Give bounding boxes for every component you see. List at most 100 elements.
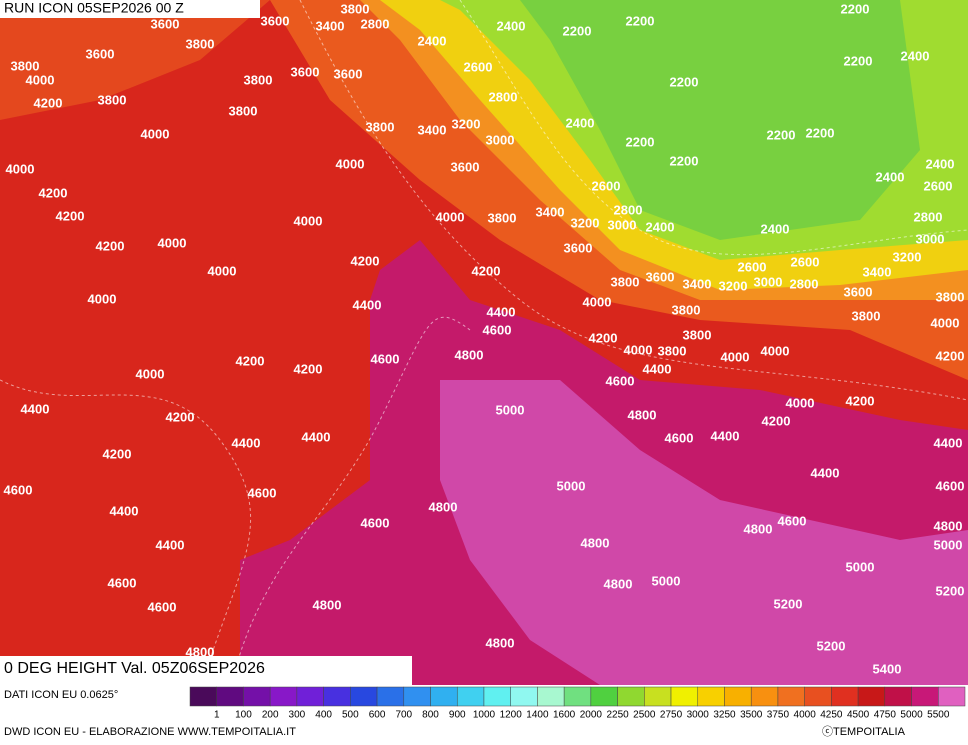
contour-label: 4200 <box>103 446 132 461</box>
legend-tick-label: 200 <box>262 710 279 721</box>
contour-label: 2200 <box>670 153 699 168</box>
contour-label: 3600 <box>564 240 593 255</box>
contour-label: 4600 <box>4 482 33 497</box>
contour-label: 4400 <box>353 297 382 312</box>
contour-label: 4600 <box>361 515 390 530</box>
contour-label: 3800 <box>98 92 127 107</box>
contour-label: 2400 <box>926 156 955 171</box>
color-swatch <box>216 686 244 707</box>
color-swatch <box>243 686 271 707</box>
legend-tick-label: 2250 <box>606 710 629 721</box>
contour-label: 4200 <box>56 208 85 223</box>
contour-label: 4600 <box>606 373 635 388</box>
contour-label: 3800 <box>936 289 965 304</box>
contour-label: 5200 <box>817 638 846 653</box>
contour-label: 4400 <box>156 537 185 552</box>
field-band <box>520 0 920 240</box>
contour-label: 4200 <box>351 253 380 268</box>
legend-tick-label: 700 <box>395 710 412 721</box>
contour-label: 2200 <box>844 53 873 68</box>
contour-label: 2200 <box>841 1 870 16</box>
legend-tick-label: 100 <box>235 710 252 721</box>
contour-label: 2600 <box>464 59 493 74</box>
legend-tick-label: 500 <box>342 710 359 721</box>
contour-label: 3000 <box>916 231 945 246</box>
legend-tick-label: 1200 <box>500 710 523 721</box>
contour-label: 3600 <box>151 16 180 31</box>
color-swatch <box>350 686 378 707</box>
color-swatch <box>323 686 351 707</box>
contour-lines <box>299 0 968 401</box>
contour-label: 4800 <box>934 518 963 533</box>
legend-tick-label: 3000 <box>687 710 710 721</box>
legend-tick-label: 300 <box>289 710 306 721</box>
contour-label: 4000 <box>88 291 117 306</box>
legend-tick-label: 2000 <box>580 710 603 721</box>
contour-label: 2800 <box>614 202 643 217</box>
contour-label: 3800 <box>244 72 273 87</box>
color-swatch <box>804 686 832 707</box>
contour-label: 4200 <box>166 409 195 424</box>
contour-label: 4200 <box>846 393 875 408</box>
contour-label: 4400 <box>934 435 963 450</box>
contour-label: 4600 <box>936 478 965 493</box>
contour-label: 5000 <box>652 573 681 588</box>
contour-label: 4000 <box>436 209 465 224</box>
contour-label: 2400 <box>901 48 930 63</box>
contour-label: 3600 <box>451 159 480 174</box>
contour-label: 4000 <box>136 366 165 381</box>
contour-label: 3600 <box>334 66 363 81</box>
contour-label: 4000 <box>336 156 365 171</box>
contour-label: 4400 <box>643 361 672 376</box>
contour-label: 4400 <box>21 401 50 416</box>
legend-tick-label: 2500 <box>633 710 656 721</box>
field-band <box>440 380 968 685</box>
contour-label: 2400 <box>566 115 595 130</box>
contour-label: 4400 <box>487 304 516 319</box>
legend-tick-label: 400 <box>315 710 332 721</box>
run-label: RUN ICON 05SEP2026 00 Z <box>4 0 184 16</box>
contour-label: 2400 <box>418 33 447 48</box>
legend-tick-label: 4500 <box>847 710 870 721</box>
contour-label: 4800 <box>313 597 342 612</box>
legend-tick-label: 4250 <box>820 710 843 721</box>
contour-label: 3000 <box>754 274 783 289</box>
color-bar: 1 100 200 300 400 500 600 700 800 900 1000 1200 1400… <box>189 686 966 721</box>
contour-label: 4000 <box>583 294 612 309</box>
legend-tick-label: 1600 <box>553 710 576 721</box>
color-swatch <box>590 686 618 707</box>
legend-tick-label: 800 <box>422 710 439 721</box>
contour-label: 3800 <box>852 308 881 323</box>
legend-tick-label: 5000 <box>900 710 923 721</box>
color-swatch <box>884 686 912 707</box>
color-swatch <box>483 686 511 707</box>
contour-label: 3600 <box>291 64 320 79</box>
contour-label: 4200 <box>294 361 323 376</box>
field-box <box>0 656 412 685</box>
color-swatch <box>537 686 565 707</box>
color-swatch <box>510 686 538 707</box>
contour-label: 3200 <box>719 278 748 293</box>
contour-label: 4600 <box>148 599 177 614</box>
contour-label: 2400 <box>876 169 905 184</box>
legend-tick-label: 2750 <box>660 710 683 721</box>
contour-label: 4200 <box>762 413 791 428</box>
contour-label: 3600 <box>261 13 290 28</box>
contour-label: 3200 <box>571 215 600 230</box>
contour-label: 3800 <box>658 343 687 358</box>
contour-label: 4000 <box>294 213 323 228</box>
contour-label: 3400 <box>418 122 447 137</box>
legend-tick-label: 1400 <box>526 710 549 721</box>
contour-label: 3600 <box>844 284 873 299</box>
contour-label: 3800 <box>683 327 712 342</box>
color-swatch <box>777 686 805 707</box>
source-label: DATI ICON EU 0.0625° <box>4 689 118 701</box>
contour-label: 3800 <box>488 210 517 225</box>
legend-tick-label: 600 <box>369 710 386 721</box>
contour-label: 4400 <box>302 429 331 444</box>
contour-label: 3600 <box>646 269 675 284</box>
contour-label: 5200 <box>936 583 965 598</box>
contour-label: 2200 <box>767 127 796 142</box>
contour-label: 3800 <box>672 302 701 317</box>
